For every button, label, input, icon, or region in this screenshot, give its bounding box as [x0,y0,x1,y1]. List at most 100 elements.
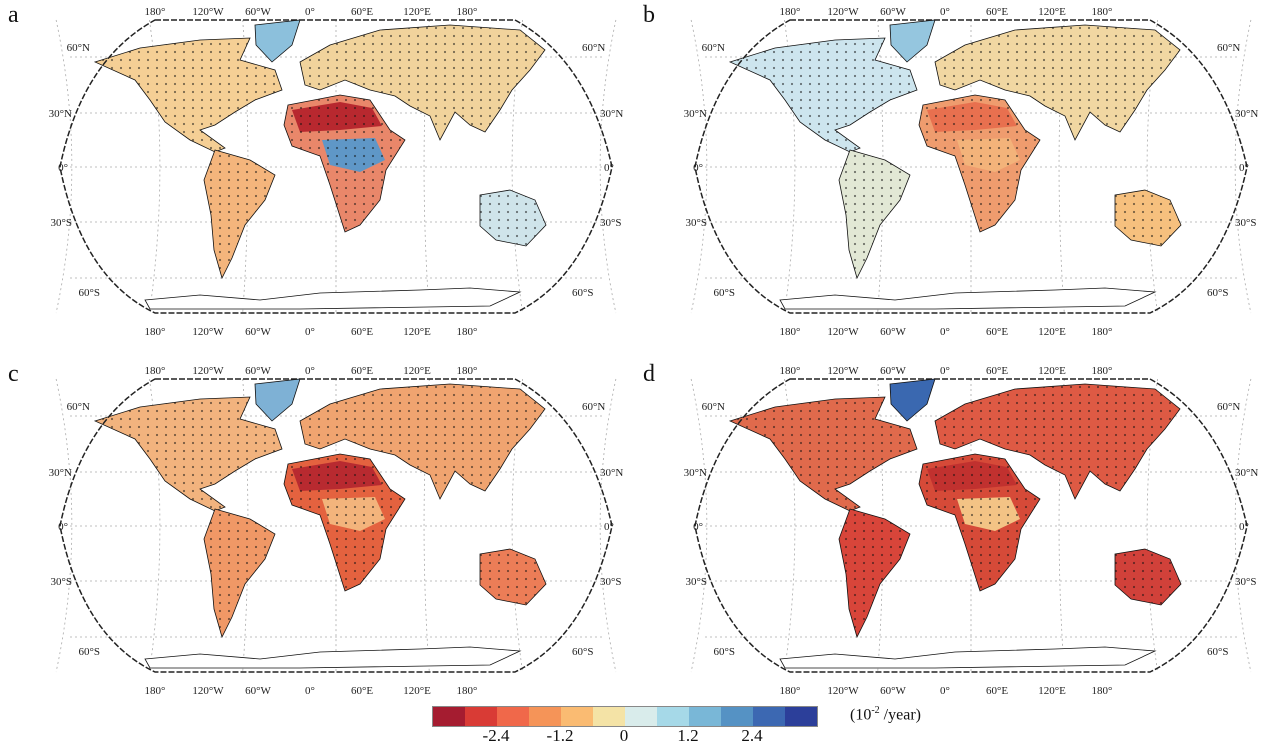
latitude-label: 30°S [50,576,72,588]
longitude-label: 180° [780,326,801,338]
longitude-label: 120°W [827,326,859,338]
longitude-label: 180° [145,685,166,697]
longitude-label: 120°E [1038,685,1066,697]
latitude-label: 60°S [78,287,100,299]
significance-stipple [480,190,546,246]
latitude-label: 60°N [1217,42,1240,54]
panel-label: d [643,361,655,387]
longitude-gridline [784,19,796,314]
longitude-label: 180° [145,6,166,18]
colorbar-segment [433,707,465,726]
longitude-gridline [1058,19,1065,314]
longitude-gridline [423,19,430,314]
colorbar-segment [465,707,497,726]
longitude-label: 60°E [351,685,373,697]
latitude-label: 30°S [600,217,622,229]
longitude-gridline [55,19,73,314]
latitude-label: 60°S [1207,646,1229,658]
longitude-gridline [784,378,796,673]
longitude-label: 120°W [827,365,859,377]
latitude-label: 30°S [685,576,707,588]
colorbar-segment [721,707,753,726]
longitude-label: 0° [305,685,315,697]
longitude-gridline [511,378,523,673]
latitude-label: 0° [693,521,703,533]
longitude-label: 60°E [986,326,1008,338]
latitude-label: 30°N [684,108,707,120]
latitude-label: 0° [58,162,68,174]
latitude-label: 60°S [78,646,100,658]
longitude-gridline [1146,378,1158,673]
longitude-gridline [1234,378,1252,673]
colorbar-tick: 1.2 [677,726,699,745]
significance-stipple [919,454,1040,591]
latitude-label: 60°N [702,401,725,413]
latitude-label: 0° [1239,162,1249,174]
significance-stipple [839,150,910,278]
longitude-label: 120°E [1038,326,1066,338]
longitude-label: 120°W [827,685,859,697]
longitude-label: 180° [780,365,801,377]
map-frame [694,19,1248,314]
latitude-label: 60°N [582,42,605,54]
colorbar-tick: -2.4 [482,726,510,745]
longitude-label: 180° [780,685,801,697]
longitude-label: 60°W [245,326,271,338]
colorbar-tick: -1.2 [546,726,574,745]
significance-stipple [1115,190,1181,246]
colorbar-segment [625,707,657,726]
longitude-label: 60°E [351,326,373,338]
significance-stipple [730,397,917,511]
longitude-label: 0° [940,6,950,18]
longitude-label: 0° [940,365,950,377]
map-frame [59,19,613,314]
longitude-label: 60°E [986,6,1008,18]
significance-stipple [284,454,405,591]
latitude-label: 30°N [1235,467,1258,479]
latitude-label: 30°S [1235,217,1257,229]
latitude-label: 60°S [713,287,735,299]
longitude-gridline [423,378,430,673]
significance-stipple [204,509,275,637]
latitude-label: 60°N [702,42,725,54]
latitude-label: 60°S [572,287,594,299]
latitude-label: 60°S [713,646,735,658]
significance-stipple [919,95,1040,232]
longitude-label: 120°E [403,685,431,697]
latitude-label: 60°S [1207,287,1229,299]
longitude-label: 180° [145,365,166,377]
latitude-label: 60°N [67,42,90,54]
latitude-label: 0° [604,162,614,174]
region-greenland [889,378,936,422]
longitude-label: 180° [457,365,478,377]
colorbar-segment [689,707,721,726]
longitude-label: 120°W [192,685,224,697]
colorbar-segment [529,707,561,726]
region-antarctica [779,646,1157,669]
panel-label: c [8,361,19,387]
latitude-label: 60°S [572,646,594,658]
longitude-gridline [1234,19,1252,314]
longitude-label: 0° [940,685,950,697]
longitude-label: 180° [1092,365,1113,377]
colorbar-segment [561,707,593,726]
colorbar-tick: 2.4 [741,726,763,745]
longitude-gridline [690,19,708,314]
map-panel-a: a 180° 180° 120°W 120°W 60°W 60°W 0° 0° 60°E 60°E 1… [8,2,623,338]
region-antarctica [144,646,522,669]
longitude-label: 120°E [1038,6,1066,18]
latitude-label: 60°N [67,401,90,413]
colorbar-tick: 0 [619,726,629,745]
region-greenland [254,378,301,422]
significance-stipple [1115,549,1181,605]
map-frame [694,378,1248,673]
colorbar-segment [753,707,785,726]
colorbar-segment [785,707,817,726]
longitude-gridline [599,378,617,673]
longitude-label: 180° [1092,685,1113,697]
longitude-label: 180° [457,326,478,338]
longitude-label: 120°E [403,365,431,377]
latitude-label: 30°N [600,108,623,120]
latitude-label: 0° [1239,521,1249,533]
